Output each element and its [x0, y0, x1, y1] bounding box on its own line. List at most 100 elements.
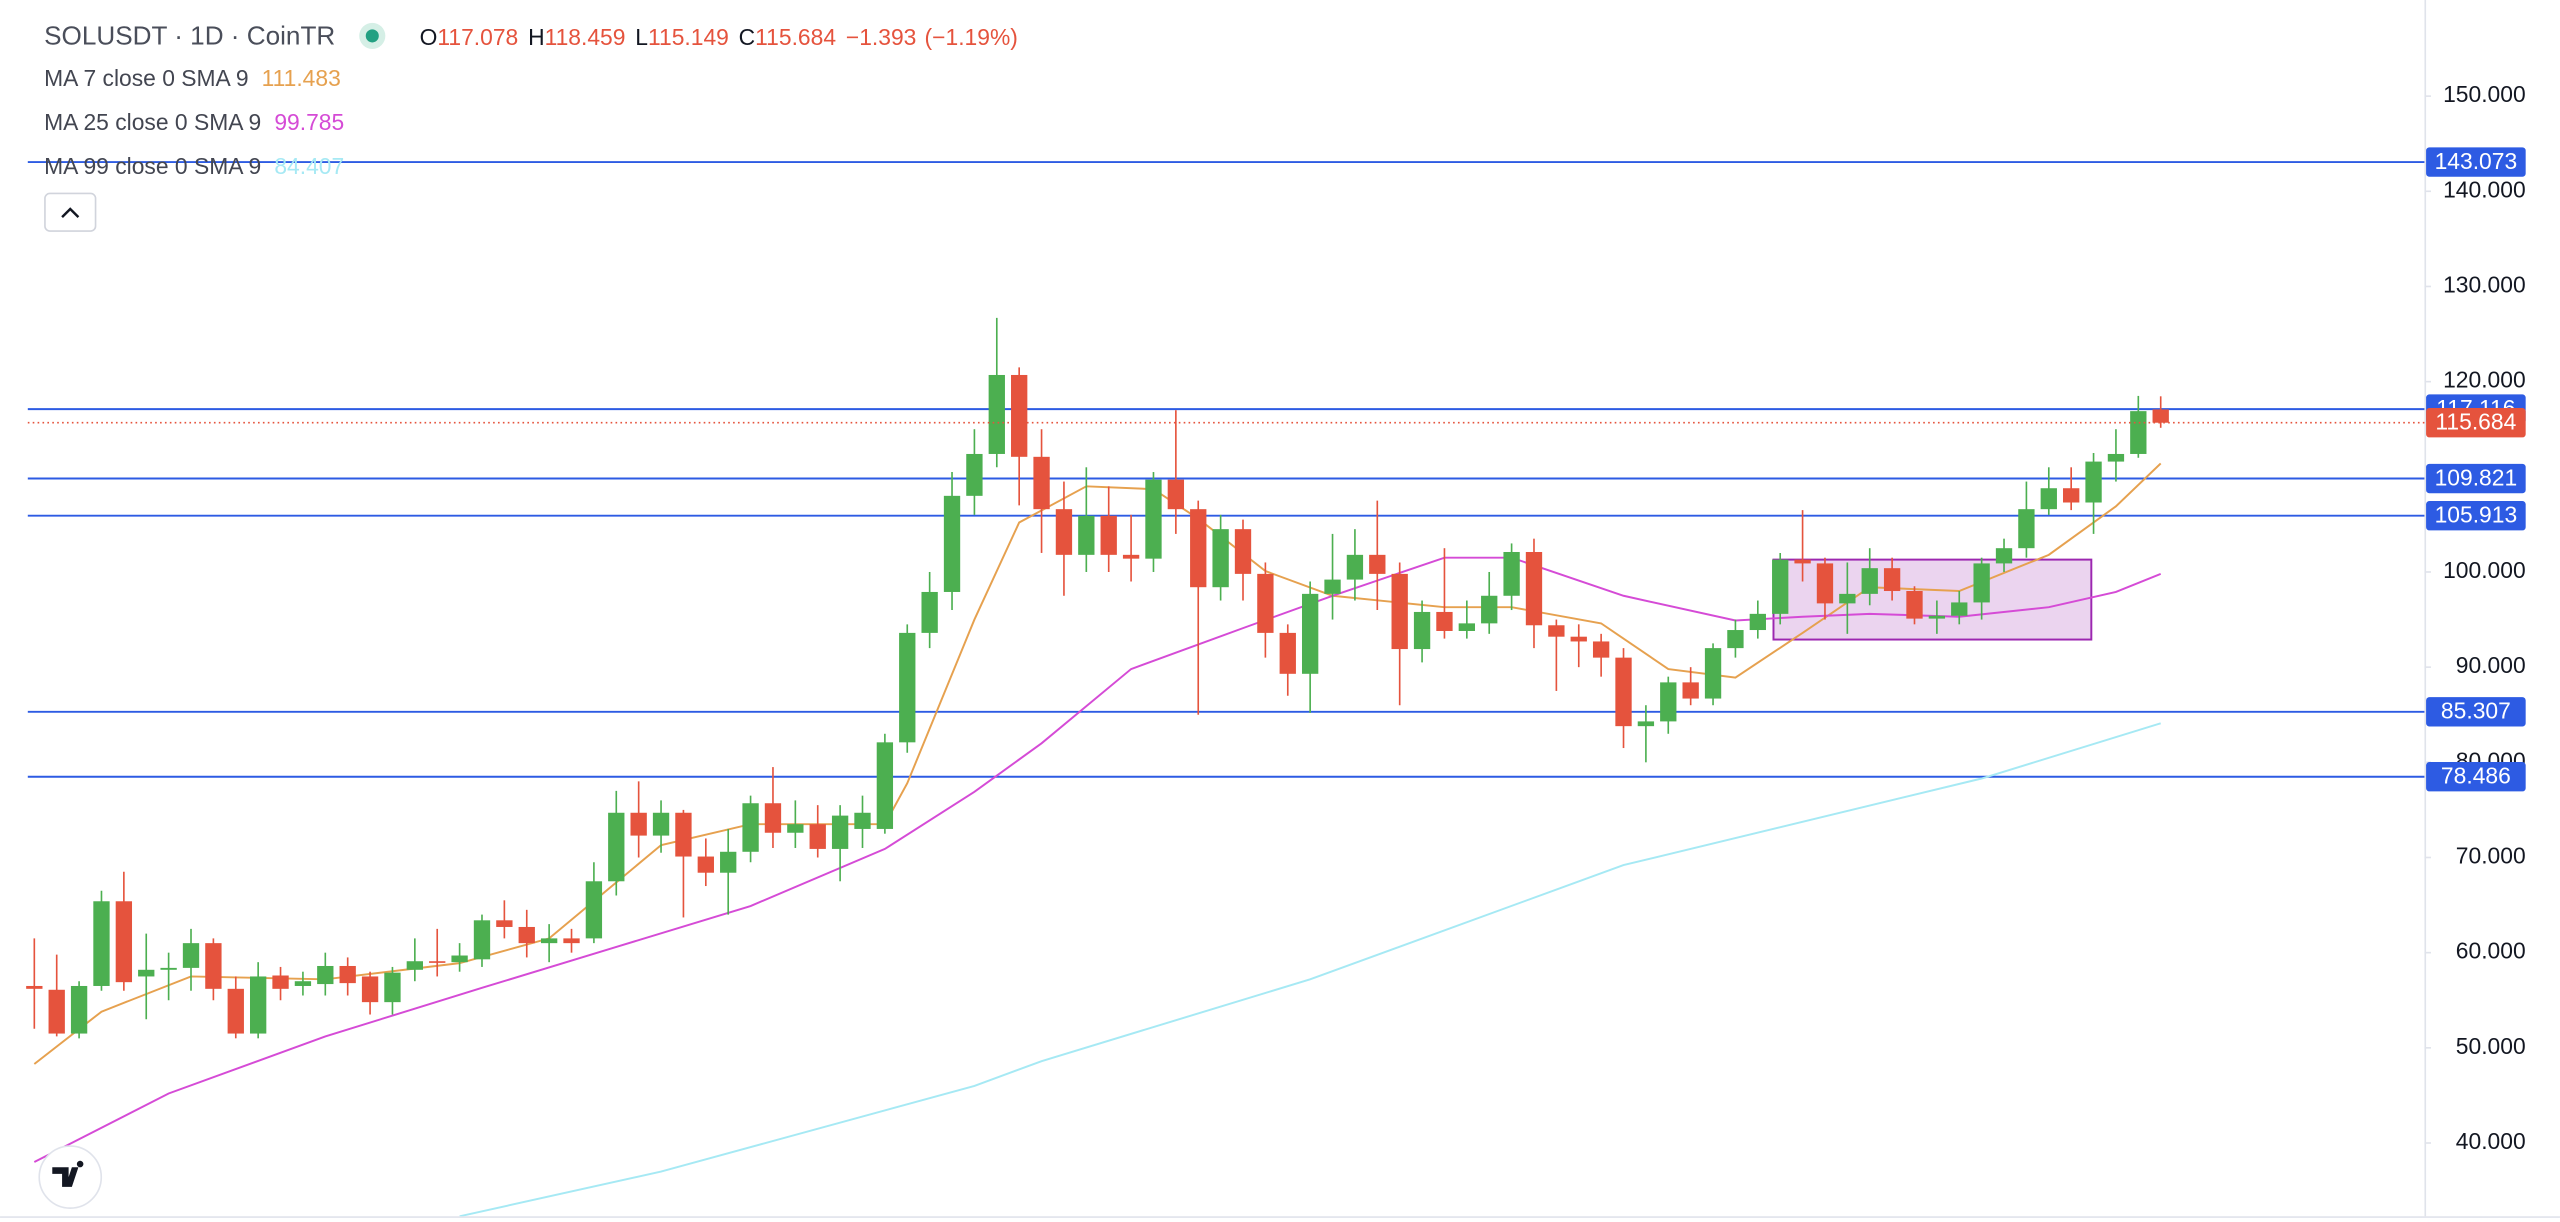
logo-mark — [52, 1160, 84, 1187]
candle-body — [831, 815, 849, 849]
legend-text: H — [528, 24, 545, 50]
candle-body — [205, 943, 222, 989]
candle-body — [2085, 461, 2102, 503]
candle-body — [1369, 554, 1386, 574]
price-label-box — [2426, 147, 2526, 177]
candle-body — [1346, 554, 1364, 580]
candle-body — [540, 938, 558, 944]
candle-body — [787, 824, 804, 833]
collapse-button-box[interactable] — [44, 192, 97, 232]
candle-body — [1749, 613, 1766, 631]
price-labels: 143.073117.116109.821105.91385.30778.486… — [2426, 147, 2526, 792]
price-label-box — [2426, 408, 2526, 438]
legend-text: 84.407 — [274, 153, 344, 179]
candle-body — [1301, 593, 1319, 674]
candle-body — [1772, 559, 1789, 614]
candle-body — [182, 943, 200, 968]
candle-body — [1190, 509, 1207, 588]
candle-body — [451, 955, 468, 963]
legend-text: 99.785 — [274, 109, 344, 135]
candle-body — [1660, 682, 1677, 722]
candle-body — [1883, 568, 1901, 592]
candle-body — [1928, 615, 1946, 619]
candle-body — [1525, 551, 1543, 626]
candle-body — [48, 989, 65, 1034]
candle-body — [2130, 411, 2147, 454]
candle-body — [406, 961, 424, 970]
candle-body — [1615, 657, 1632, 727]
price-label: 78.486 — [2441, 763, 2511, 789]
candle-body — [742, 803, 759, 852]
candle-body — [608, 812, 625, 882]
legend-text: O — [420, 24, 438, 50]
candle-body — [854, 812, 871, 829]
price-label-box — [2426, 501, 2526, 531]
candle-body — [966, 453, 983, 496]
candle-body — [227, 988, 244, 1034]
candle-body — [876, 742, 894, 829]
candle-body — [1413, 611, 1431, 650]
candle-body — [1145, 479, 1162, 559]
candle-body — [1481, 595, 1498, 624]
y-tick-label: 50.000 — [2456, 1033, 2526, 1059]
y-tick-label: 130.000 — [2443, 271, 2526, 297]
candle-body — [1324, 579, 1341, 594]
candle-body — [563, 938, 580, 944]
candle-body — [1167, 479, 1185, 510]
candle-body — [317, 965, 334, 985]
price-label-box — [2426, 697, 2526, 727]
candle-body — [2063, 488, 2080, 503]
candle-body — [1704, 648, 1722, 699]
legend-text: 117.078 — [437, 24, 518, 50]
candle-body — [473, 920, 491, 960]
candle-body — [2040, 488, 2057, 510]
candle-body — [1727, 630, 1744, 649]
candle-body — [1973, 563, 1990, 603]
candle-body — [1078, 515, 1095, 555]
candle-body — [2018, 509, 2035, 549]
price-label-box — [2426, 762, 2526, 792]
candle-body — [1816, 563, 1834, 604]
candle-body — [294, 981, 312, 986]
price-label: 143.073 — [2435, 148, 2518, 174]
collapse-button[interactable] — [44, 192, 97, 232]
price-label: 109.821 — [2435, 464, 2518, 490]
candle-body — [1592, 641, 1610, 658]
candle-body — [988, 374, 1005, 454]
candle-body — [1861, 568, 1878, 594]
candle-body — [1570, 636, 1587, 642]
legend-text: MA 99 close 0 SMA 9 — [44, 153, 261, 179]
candle-body — [1212, 529, 1229, 588]
candle-body — [115, 901, 133, 983]
candle-body — [921, 591, 938, 633]
candle-body — [1234, 529, 1252, 574]
candle-body — [384, 972, 401, 1003]
status-dot — [365, 29, 379, 43]
candle-body — [652, 812, 670, 836]
candle-body — [70, 985, 88, 1034]
candle-body — [1637, 721, 1655, 727]
candle-body — [1122, 554, 1140, 559]
candle-body — [764, 803, 782, 833]
candle-body — [1839, 593, 1856, 604]
candle-body — [361, 976, 379, 1003]
candle-body — [1548, 625, 1565, 637]
candle-body — [138, 969, 155, 977]
legend: SOLUSDT · 1D · CoinTR O 117.078 H 118.459 L 11… — [44, 20, 1018, 179]
candle-body — [675, 812, 692, 857]
candle-body — [1458, 623, 1475, 631]
chart-title: SOLUSDT · 1D · CoinTR — [44, 20, 335, 50]
candle-body — [720, 851, 737, 873]
candle-body — [1794, 559, 1811, 564]
candle-body — [2152, 409, 2169, 423]
candle-body — [1011, 374, 1028, 457]
price-label: 105.913 — [2435, 502, 2518, 528]
logo[interactable] — [38, 1145, 103, 1209]
moving-average-line — [459, 722, 2161, 1217]
candle-body — [697, 856, 714, 873]
plot-area — [26, 161, 2425, 1217]
legend-text: MA 7 close 0 SMA 9 — [44, 65, 248, 91]
legend-text: −1.393 — [846, 24, 917, 50]
